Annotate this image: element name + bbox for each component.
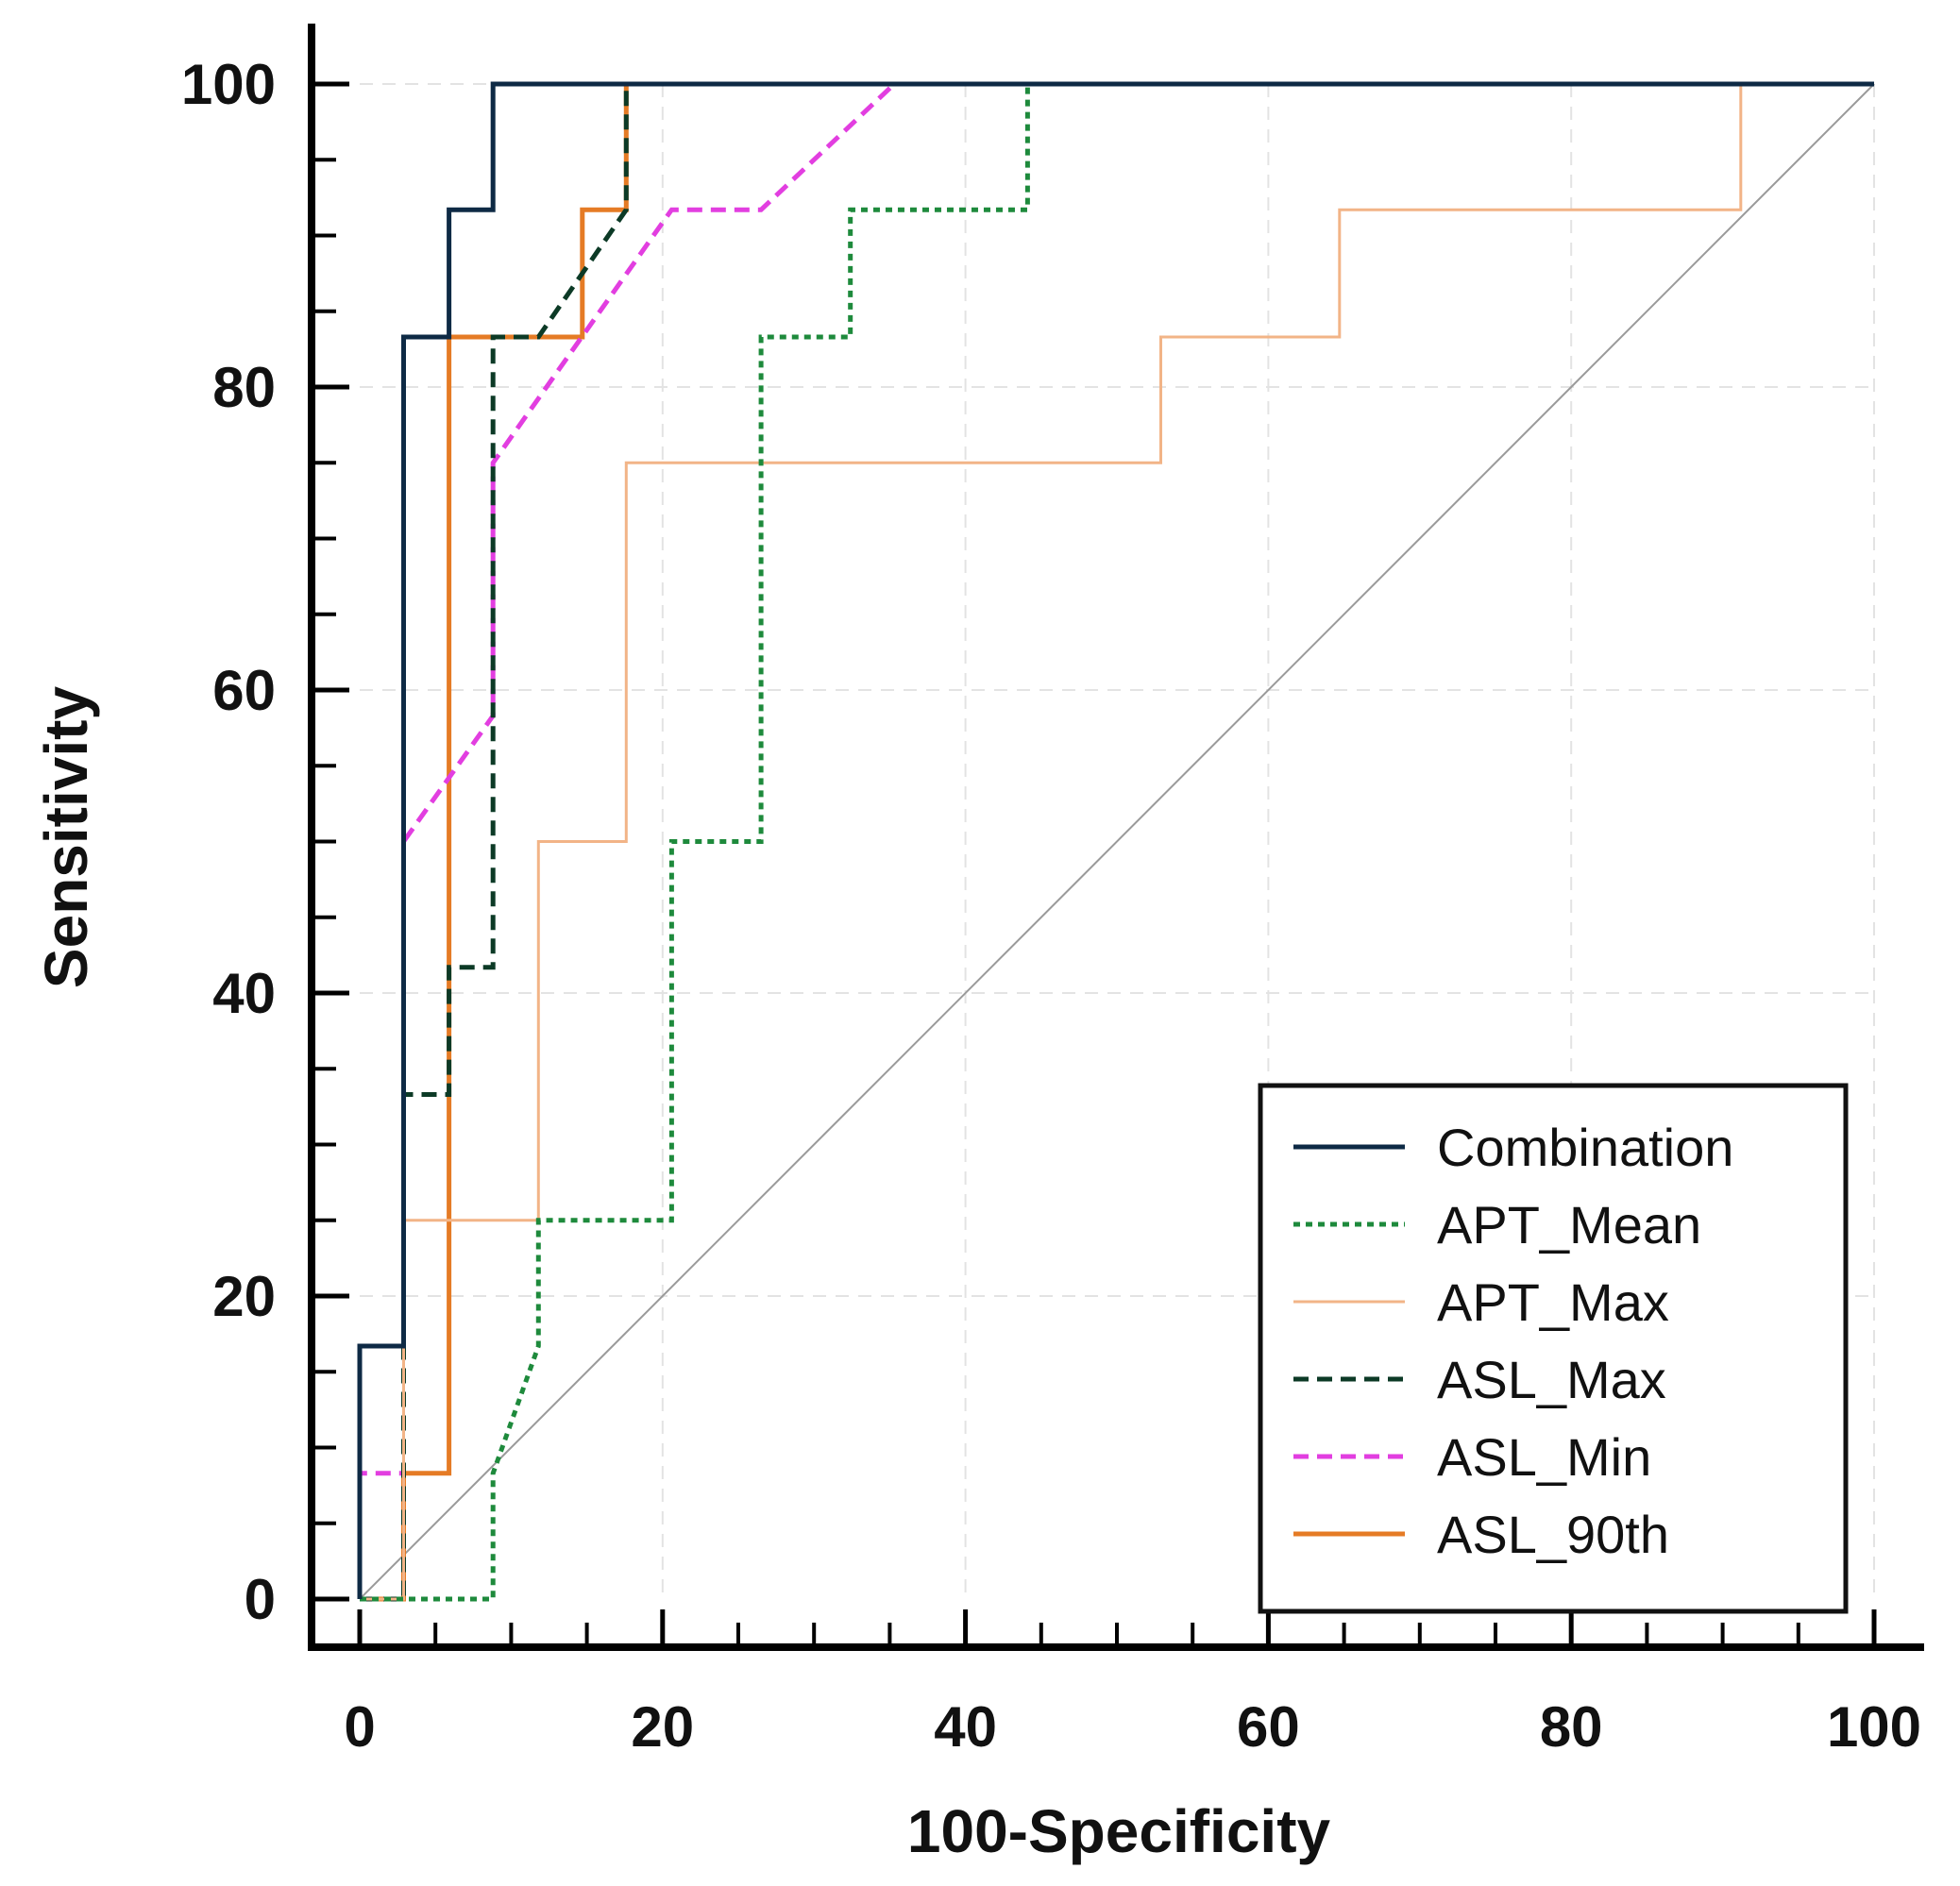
legend-label-apt-mean: APT_Mean [1437,1195,1701,1255]
x-tick-label-100: 100 [1827,1695,1921,1759]
series-line-apt-max [360,82,1874,1601]
x-tick-label-60: 60 [1237,1695,1300,1759]
reference-diagonal-line [359,83,1875,1600]
legend: Combination APT_Mean APT_Max ASL_Max ASL_Min… [1258,1083,1849,1614]
series-line-combination [357,81,1874,1599]
series-line-asl-min [357,81,1874,1599]
series-line-apt-mean [360,81,1874,1602]
y-tick-label-0: 0 [245,1568,276,1631]
y-tick-label-80: 80 [212,356,276,419]
legend-label-asl-90th: ASL_90th [1437,1505,1669,1564]
series-group [357,81,1874,1602]
x-axis-title: 100-Specificity [907,1797,1331,1865]
reference-line-group [359,83,1875,1600]
legend-label-asl-min: ASL_Min [1437,1427,1651,1487]
x-tick-label-20: 20 [631,1695,694,1759]
x-tick-label-80: 80 [1540,1695,1603,1759]
y-tick-label-100: 100 [181,53,276,116]
legend-label-asl-max: ASL_Max [1437,1350,1666,1409]
x-tick-label-40: 40 [934,1695,997,1759]
y-tick-label-60: 60 [212,659,276,722]
y-tick-label-20: 20 [212,1265,276,1328]
tick-labels: 0 20 40 60 80 100 0 20 40 60 80 100 [181,53,1921,1759]
y-axis-title: Sensitivity [32,686,100,989]
x-tick-label-0: 0 [344,1695,375,1759]
legend-box [1258,1083,1849,1614]
legend-label-combination: Combination [1437,1118,1733,1177]
y-tick-label-40: 40 [212,962,276,1025]
tick-marks [312,81,1877,1647]
legend-label-apt-max: APT_Max [1437,1272,1669,1332]
